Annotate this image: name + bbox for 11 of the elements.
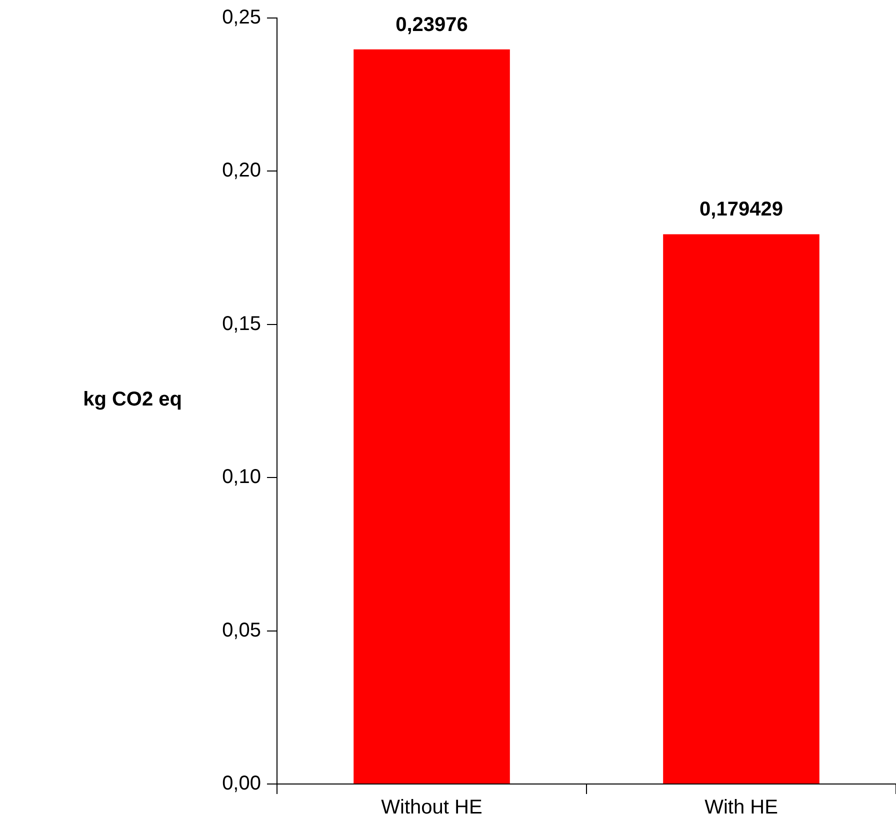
y-tick-label: 0,25 xyxy=(222,6,261,29)
data-label: 0,179429 xyxy=(700,198,783,221)
data-label: 0,23976 xyxy=(396,14,468,36)
y-tick-label: 0,15 xyxy=(222,312,261,335)
y-tick-label: 0,00 xyxy=(222,772,261,795)
y-tick-label: 0,20 xyxy=(222,160,261,182)
x-tick-label: With HE xyxy=(704,796,778,819)
y-axis-title: kg CO2 eq xyxy=(83,388,182,411)
y-tick-label: 0,05 xyxy=(222,619,261,642)
y-tick-label: 0,10 xyxy=(222,466,261,488)
x-tick-label: Without HE xyxy=(381,796,482,819)
